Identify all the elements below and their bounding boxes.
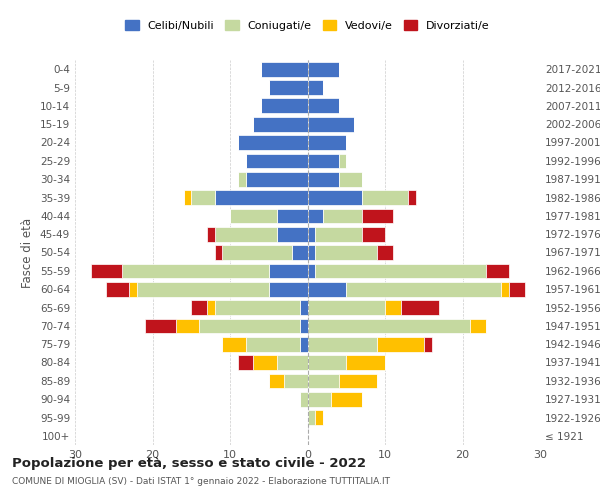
Bar bbox=[245, 337, 300, 351]
Bar bbox=[238, 355, 253, 370]
Bar bbox=[486, 264, 509, 278]
Bar bbox=[129, 282, 137, 296]
Bar bbox=[308, 62, 338, 76]
Bar bbox=[308, 300, 385, 315]
Bar bbox=[308, 117, 354, 132]
Bar bbox=[207, 300, 215, 315]
Bar bbox=[300, 392, 308, 406]
Bar bbox=[245, 172, 308, 186]
Bar bbox=[308, 245, 315, 260]
Bar bbox=[509, 282, 524, 296]
Bar bbox=[308, 98, 338, 113]
Bar bbox=[300, 318, 308, 333]
Bar bbox=[215, 300, 300, 315]
Bar bbox=[401, 300, 439, 315]
Bar bbox=[184, 190, 191, 205]
Text: COMUNE DI MIOGLIA (SV) - Dati ISTAT 1° gennaio 2022 - Elaborazione TUTTITALIA.IT: COMUNE DI MIOGLIA (SV) - Dati ISTAT 1° g… bbox=[12, 478, 390, 486]
Bar bbox=[308, 410, 315, 425]
Bar bbox=[137, 282, 269, 296]
Bar bbox=[277, 227, 308, 242]
Bar bbox=[308, 392, 331, 406]
Bar bbox=[323, 208, 362, 223]
Bar bbox=[191, 300, 207, 315]
Bar bbox=[315, 227, 362, 242]
Bar bbox=[308, 374, 338, 388]
Bar bbox=[253, 355, 277, 370]
Bar bbox=[362, 227, 385, 242]
Bar bbox=[308, 135, 346, 150]
Bar bbox=[331, 392, 362, 406]
Bar bbox=[346, 282, 501, 296]
Bar bbox=[261, 62, 308, 76]
Bar bbox=[315, 264, 486, 278]
Bar bbox=[269, 374, 284, 388]
Bar bbox=[470, 318, 486, 333]
Bar bbox=[408, 190, 416, 205]
Bar bbox=[284, 374, 308, 388]
Bar bbox=[222, 245, 292, 260]
Bar bbox=[308, 227, 315, 242]
Bar bbox=[277, 355, 308, 370]
Bar bbox=[315, 410, 323, 425]
Bar bbox=[377, 245, 393, 260]
Bar bbox=[176, 318, 199, 333]
Bar bbox=[377, 337, 424, 351]
Bar bbox=[261, 98, 308, 113]
Bar bbox=[245, 154, 308, 168]
Bar bbox=[207, 227, 215, 242]
Text: Popolazione per età, sesso e stato civile - 2022: Popolazione per età, sesso e stato civil… bbox=[12, 458, 366, 470]
Bar bbox=[385, 300, 401, 315]
Bar bbox=[308, 282, 346, 296]
Bar bbox=[362, 208, 393, 223]
Bar bbox=[308, 355, 346, 370]
Bar bbox=[300, 300, 308, 315]
Bar bbox=[269, 80, 308, 95]
Bar bbox=[338, 374, 377, 388]
Bar bbox=[308, 208, 323, 223]
Bar bbox=[230, 208, 277, 223]
Bar bbox=[308, 172, 338, 186]
Bar bbox=[253, 117, 308, 132]
Bar bbox=[91, 264, 121, 278]
Bar bbox=[308, 318, 470, 333]
Bar bbox=[308, 154, 338, 168]
Bar bbox=[501, 282, 509, 296]
Bar bbox=[308, 264, 315, 278]
Bar bbox=[145, 318, 176, 333]
Bar bbox=[238, 135, 308, 150]
Bar bbox=[269, 282, 308, 296]
Bar bbox=[215, 190, 308, 205]
Bar bbox=[269, 264, 308, 278]
Y-axis label: Fasce di età: Fasce di età bbox=[22, 218, 34, 288]
Bar bbox=[338, 154, 346, 168]
Bar bbox=[215, 245, 222, 260]
Bar bbox=[292, 245, 308, 260]
Bar bbox=[308, 337, 377, 351]
Legend: Celibi/Nubili, Coniugati/e, Vedovi/e, Divorziati/e: Celibi/Nubili, Coniugati/e, Vedovi/e, Di… bbox=[121, 16, 494, 35]
Bar bbox=[300, 337, 308, 351]
Bar bbox=[121, 264, 269, 278]
Bar bbox=[424, 337, 431, 351]
Bar bbox=[346, 355, 385, 370]
Bar bbox=[308, 80, 323, 95]
Bar bbox=[308, 190, 362, 205]
Bar bbox=[215, 227, 277, 242]
Bar bbox=[191, 190, 215, 205]
Bar bbox=[277, 208, 308, 223]
Bar bbox=[362, 190, 408, 205]
Bar bbox=[199, 318, 300, 333]
Bar bbox=[315, 245, 377, 260]
Bar bbox=[106, 282, 129, 296]
Bar bbox=[222, 337, 245, 351]
Bar bbox=[338, 172, 362, 186]
Bar bbox=[238, 172, 245, 186]
